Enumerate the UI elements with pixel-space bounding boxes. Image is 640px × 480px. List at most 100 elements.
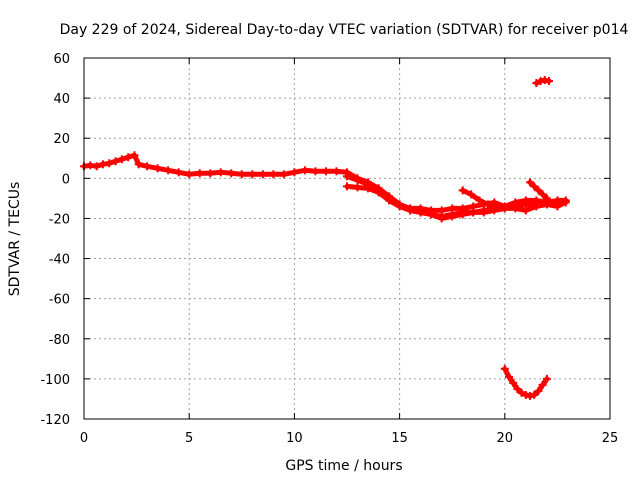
data-point (269, 170, 278, 179)
data-point (521, 390, 530, 399)
series-band (81, 152, 560, 219)
data-point (532, 79, 541, 88)
data-point (475, 196, 484, 205)
data-point (530, 390, 539, 399)
data-point (385, 192, 394, 201)
series-band (344, 183, 569, 221)
y-tick-label: -100 (40, 373, 70, 388)
data-point (206, 169, 215, 178)
data-point (534, 386, 543, 395)
x-tick-label: 25 (602, 431, 619, 446)
data-point (353, 176, 362, 185)
data-point (500, 364, 509, 373)
data-point (98, 160, 107, 169)
series-low-arc (500, 364, 551, 400)
data-point (237, 170, 246, 179)
data-point (374, 184, 383, 193)
x-tick-label: 5 (185, 431, 193, 446)
y-tick-label: -120 (40, 413, 70, 428)
plot-frame (83, 57, 611, 420)
data-point (195, 169, 204, 178)
data-point (279, 170, 288, 179)
data-point (343, 172, 351, 181)
data-point (143, 162, 152, 171)
series-band (344, 173, 569, 213)
data-point (492, 202, 501, 211)
x-tick-label: 10 (286, 431, 303, 446)
data-point (395, 200, 404, 209)
data-point (343, 182, 351, 191)
data-point (300, 166, 309, 175)
chart-title: Day 229 of 2024, Sidereal Day-to-day VTE… (60, 22, 629, 38)
data-point (458, 204, 467, 213)
data-point (530, 182, 539, 191)
data-point (248, 170, 257, 179)
data-point (258, 170, 267, 179)
x-tick-label: 0 (80, 431, 88, 446)
data-point (92, 162, 101, 171)
data-point (542, 194, 551, 203)
data-point (536, 77, 545, 86)
data-point (553, 196, 562, 205)
data-point (353, 183, 362, 192)
data-point (406, 204, 415, 213)
data-point (540, 76, 549, 85)
data-point (517, 388, 526, 397)
data-point (532, 196, 541, 205)
y-tick-label: -20 (49, 212, 70, 227)
data-point (437, 206, 446, 215)
data-point (311, 167, 320, 176)
data-point (483, 200, 492, 209)
data-point (534, 186, 543, 195)
data-point (544, 77, 553, 86)
x-tick-label: 15 (391, 431, 408, 446)
y-tick-label: 0 (62, 172, 70, 187)
data-point (526, 391, 535, 400)
data-points (80, 76, 570, 400)
data-point (290, 168, 299, 177)
data-point (124, 153, 133, 162)
x-axis-title: GPS time / hours (285, 458, 402, 474)
data-point (332, 167, 341, 176)
data-point (467, 190, 476, 199)
y-tick-label: -80 (49, 333, 70, 348)
axis-ticks: 0 5 10 15 20 25 -120 -100 -80 -60 -40 -20 0 20 40 60 (40, 52, 618, 446)
y-tick-label: -60 (49, 293, 70, 308)
data-point (105, 159, 114, 168)
data-point (86, 161, 95, 170)
data-point (511, 198, 520, 207)
data-point (448, 212, 457, 221)
data-point (174, 168, 183, 177)
data-point (111, 157, 120, 166)
data-point (321, 167, 330, 176)
data-point (185, 170, 194, 179)
series-spur-18 (458, 186, 501, 211)
data-point (437, 214, 446, 223)
data-point (542, 374, 551, 383)
data-point (521, 196, 530, 205)
data-point (117, 155, 126, 164)
data-point (416, 204, 425, 213)
data-point (448, 204, 457, 213)
data-point (538, 380, 547, 389)
data-point (364, 180, 373, 189)
data-point (505, 372, 514, 381)
y-tick-label: 40 (53, 92, 70, 107)
y-axis-title: SDTVAR / TECUs (7, 182, 23, 297)
data-point (561, 196, 570, 205)
data-point (509, 378, 518, 387)
data-point (427, 206, 436, 215)
series-spur-21 (526, 178, 551, 203)
data-point (500, 202, 509, 211)
data-point (153, 164, 162, 173)
y-tick-label: 60 (53, 52, 70, 67)
data-point (458, 186, 467, 195)
data-point (216, 168, 225, 177)
data-point (227, 169, 236, 178)
grid-lines (84, 58, 610, 419)
data-point (134, 160, 143, 169)
series-high-cluster (532, 76, 553, 88)
data-point (521, 206, 530, 215)
data-point (469, 202, 478, 211)
